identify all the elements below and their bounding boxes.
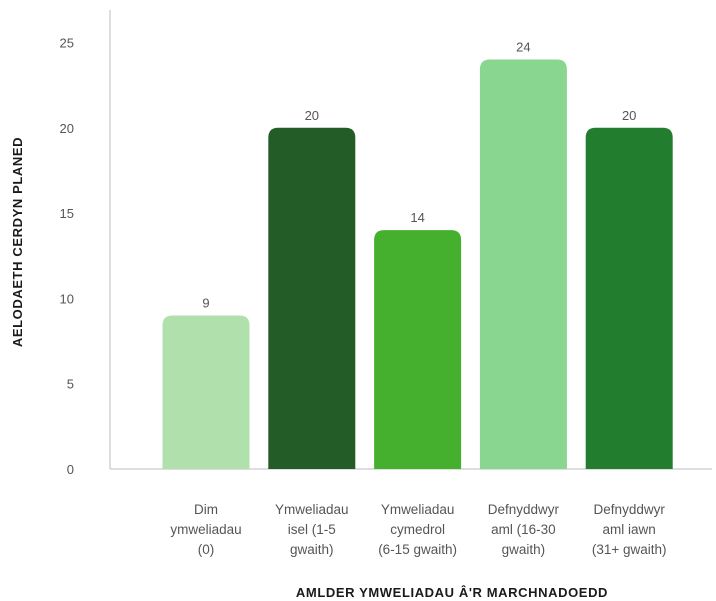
category-label: Defnyddwyr aml iawn (31+ gwaith) [592,502,667,557]
category-label-line: gwaith) [502,542,546,557]
category-label-line: (31+ gwaith) [592,542,667,557]
bar [585,127,673,470]
bar-value-label: 14 [410,210,424,225]
bar [162,315,250,469]
y-tick-label: 20 [60,121,74,136]
category-label-line: gwaith) [290,542,334,557]
y-axis-title: AELODAETH CERDYN PLANED [10,137,25,347]
category-label-line: aml (16-30 [491,522,556,537]
bar-value-label: 9 [202,295,209,310]
category-label-line: Ymweliadau [381,502,455,517]
category-label-line: Dim [194,502,218,517]
y-axis-ticks: 0 5 10 15 20 25 [60,36,74,478]
category-label-line: aml iawn [603,522,656,537]
category-label-line: cymedrol [390,522,445,537]
category-label-line: Defnyddwyr [594,502,666,517]
bar [374,230,462,469]
category-label: Ymweliadau isel (1-5 gwaith) [275,502,349,557]
y-tick-label: 25 [60,36,74,51]
data-labels-group: 9 20 14 24 20 [202,40,636,311]
category-label-line: ymweliadau [170,522,241,537]
category-labels-group: Dim ymweliadau (0) Ymweliadau isel (1-5 gwait… [170,502,666,557]
bar-value-label: 20 [305,108,319,123]
category-label-line: isel (1-5 [288,522,336,537]
y-tick-label: 15 [60,206,74,221]
category-label: Defnyddwyr aml (16-30 gwaith) [488,502,560,557]
category-label-line: (0) [198,542,215,557]
category-label-line: Defnyddwyr [488,502,560,517]
bars-group [162,59,673,470]
category-label: Ymweliadau cymedrol (6-15 gwaith) [378,502,457,557]
bar [479,59,567,470]
bar-value-label: 24 [516,40,530,55]
category-label-line: Ymweliadau [275,502,349,517]
y-tick-label: 0 [67,462,74,477]
bar [268,127,356,470]
category-label-line: (6-15 gwaith) [378,542,457,557]
bar-value-label: 20 [622,108,636,123]
y-tick-label: 5 [67,377,74,392]
category-label: Dim ymweliadau (0) [170,502,241,557]
x-axis-title: AMLDER YMWELIADAU Â'R MARCHNADOEDD [296,585,608,600]
y-tick-label: 10 [60,291,74,306]
